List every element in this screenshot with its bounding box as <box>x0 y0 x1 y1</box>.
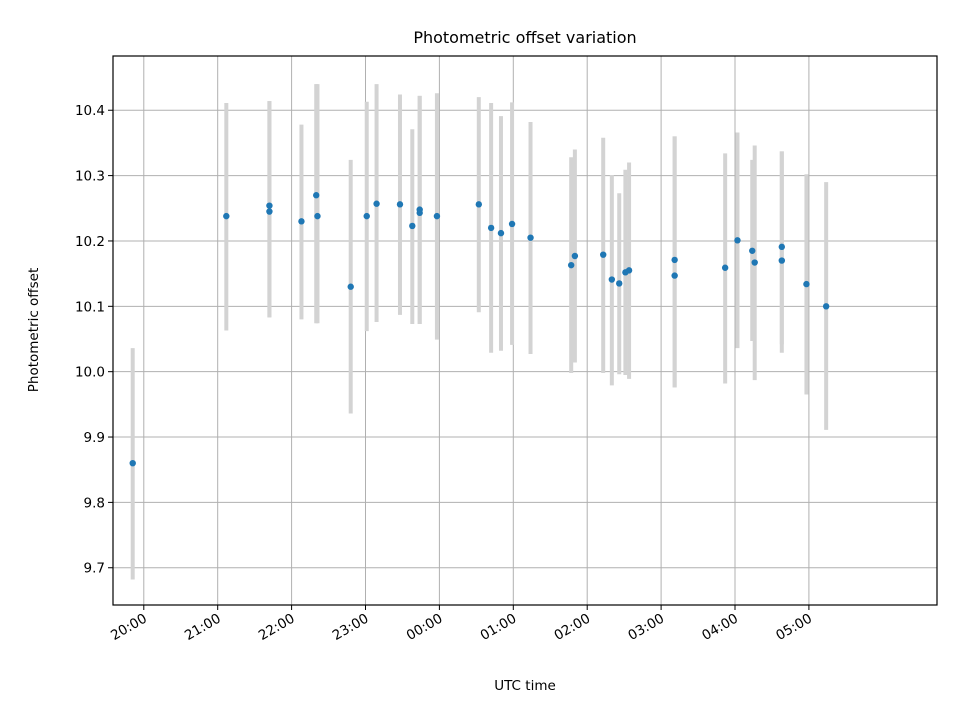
data-point <box>475 201 483 208</box>
x-tick-label: 21:00 <box>182 611 224 644</box>
data-point <box>527 234 534 241</box>
grid-lines <box>113 56 937 605</box>
y-axis-label: Photometric offset <box>26 268 42 392</box>
data-point <box>373 200 380 207</box>
data-point <box>749 247 756 254</box>
data-point <box>497 229 505 237</box>
y-axis-ticks: 9.7 9.8 9.9 10.0 10.1 10.2 10.3 10.4 <box>75 103 113 577</box>
data-point <box>416 209 423 217</box>
data-point <box>608 276 616 283</box>
y-tick-label: 10.4 <box>75 103 105 119</box>
data-point <box>616 280 623 287</box>
data-point <box>567 261 575 269</box>
data-point <box>347 283 354 290</box>
y-tick-label: 9.7 <box>84 561 105 577</box>
data-point <box>298 218 305 225</box>
x-tick-label: 00:00 <box>404 611 446 644</box>
x-tick-label: 23:00 <box>330 611 372 644</box>
data-point <box>396 201 404 208</box>
data-point <box>129 459 136 467</box>
data-point <box>363 212 370 220</box>
y-tick-label: 10.2 <box>75 234 105 250</box>
x-axis-label: UTC time <box>494 678 556 694</box>
data-point <box>751 259 758 266</box>
data-point <box>625 267 633 274</box>
x-tick-label: 05:00 <box>773 611 815 644</box>
error-bars <box>130 84 829 580</box>
data-point <box>409 222 416 230</box>
y-tick-label: 10.0 <box>75 365 105 381</box>
x-axis-ticks: 20:00 21:00 22:00 23:00 00:00 01:00 02:00 03:00… <box>108 605 815 644</box>
data-point <box>671 272 678 279</box>
data-point <box>778 257 786 264</box>
data-point <box>822 303 830 310</box>
data-points <box>129 192 830 467</box>
x-tick-label: 22:00 <box>256 611 298 644</box>
data-point <box>600 251 607 258</box>
x-tick-label: 03:00 <box>625 611 667 644</box>
x-tick-label: 20:00 <box>108 611 150 644</box>
y-tick-label: 9.9 <box>84 430 105 446</box>
data-point <box>487 224 495 232</box>
x-tick-label: 01:00 <box>478 611 520 644</box>
y-tick-label: 10.3 <box>75 169 105 185</box>
data-point <box>508 220 516 228</box>
x-tick-label: 02:00 <box>552 611 594 644</box>
data-point <box>721 264 729 271</box>
data-point <box>313 192 320 199</box>
data-point <box>266 208 273 215</box>
data-point <box>314 212 321 220</box>
data-point <box>571 252 579 260</box>
data-point <box>803 280 810 288</box>
data-point <box>433 212 441 220</box>
data-point <box>778 243 786 251</box>
data-point <box>734 237 741 244</box>
plot-frame <box>112 55 938 606</box>
y-tick-label: 9.8 <box>84 495 105 511</box>
data-point <box>266 202 273 209</box>
chart-title: Photometric offset variation <box>413 28 636 47</box>
x-tick-label: 04:00 <box>699 611 741 644</box>
data-point <box>671 256 678 264</box>
data-point <box>223 212 230 220</box>
y-tick-label: 10.1 <box>75 299 105 315</box>
